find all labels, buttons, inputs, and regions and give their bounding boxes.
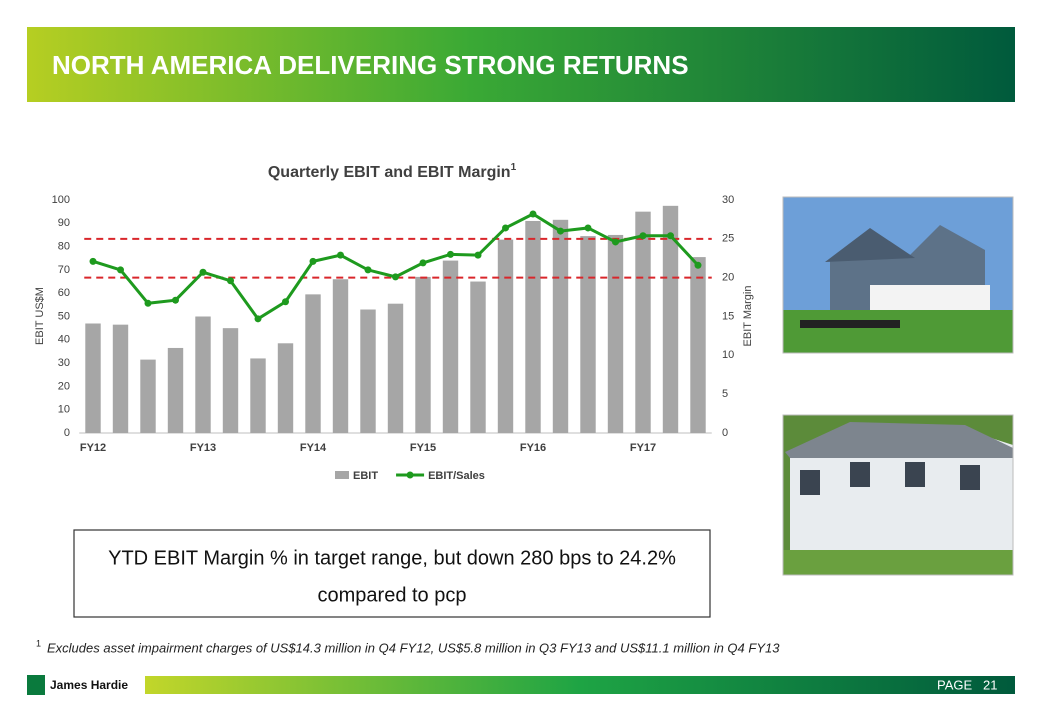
line-point [392,273,399,281]
legend-swatch [335,471,349,479]
callout-line: compared to pcp [318,584,467,606]
bar [305,294,321,433]
y2-tick-label: 0 [722,427,728,439]
footnote-marker: 1 [36,638,41,648]
y-tick-label: 0 [64,427,70,439]
bar [442,260,459,433]
page-label: PAGE [937,677,972,692]
line-point [694,261,702,269]
line-point [254,315,262,323]
bar [635,211,651,433]
bar [607,234,624,433]
footer-bar [145,676,1015,694]
y2-axis-label: EBIT Margin [742,286,754,347]
line-point [584,224,592,232]
header-banner [27,27,1015,102]
bar [580,236,596,433]
y-tick-label: 50 [58,310,70,322]
line-point [282,298,289,306]
x-tick-label: FY16 [520,442,546,454]
y2-tick-label: 15 [722,310,734,322]
bar [387,303,404,433]
logo-mark [27,675,45,695]
bar [332,279,349,433]
y-tick-label: 90 [58,217,70,229]
y-tick-label: 70 [58,264,70,276]
bar [140,359,156,433]
chart: 0 10 20 30 40 50 60 70 80 90 100 0 5 10 15 20 25 30 FY12 FY… [52,194,735,482]
line [92,212,700,321]
y-tick-label: 60 [58,287,70,299]
bar [167,347,184,433]
bar [662,205,679,433]
photo-bottom [782,414,1014,576]
y-tick-label: 30 [58,357,70,369]
x-tick-label: FY12 [80,442,106,454]
bar [497,239,514,433]
bar [360,309,376,433]
chart-title: Quarterly EBIT and EBIT Margin1 [268,162,517,182]
bar [552,219,569,433]
bar [470,281,486,433]
bar [195,316,211,433]
legend-label: EBIT [353,470,378,482]
chart-title-superscript: 1 [511,162,517,173]
x-tick-label: FY13 [190,442,216,454]
bar [277,343,294,433]
footnote-text: Excludes asset impairment charges of US$… [47,640,780,655]
line-point [117,266,124,274]
line-point [364,266,372,274]
photo-top [782,196,1014,354]
bar [112,324,129,433]
line-point [474,251,482,259]
y2-tick-label: 30 [722,194,734,206]
y-tick-label: 20 [58,380,70,392]
bar [690,257,706,433]
line-point [172,296,179,304]
line-point [199,268,207,276]
line-point [447,250,454,258]
line-point [639,232,647,240]
y2-tick-label: 20 [722,272,734,284]
line-point [667,232,674,240]
line-point [529,210,537,218]
bar [250,358,266,433]
line-point [337,251,344,259]
bar [525,220,541,433]
y-tick-label: 100 [52,194,70,206]
line-point [502,224,509,232]
bar [85,323,101,433]
brand: James Hardie [50,678,128,692]
y2-tick-label: 25 [722,233,734,245]
chart-title-text: Quarterly EBIT and EBIT Margin [268,164,511,181]
y2-tick-label: 5 [722,388,728,400]
legend-label: EBIT/Sales [428,470,485,482]
y-axis-label: EBIT US$M [34,287,46,345]
line-point [309,257,317,265]
y2-tick-label: 10 [722,349,734,361]
line-point [227,277,234,285]
bar [222,328,239,433]
page-number: 21 [983,677,997,692]
y-tick-label: 40 [58,334,70,346]
callout-line: YTD EBIT Margin % in target range, but d… [108,547,676,569]
x-tick-label: FY14 [300,442,327,454]
x-tick-label: FY15 [410,442,436,454]
bar [415,276,431,433]
y-tick-label: 10 [58,404,70,416]
x-tick-label: FY17 [630,442,656,454]
callout-box [73,529,711,618]
legend-swatch [406,471,414,479]
slide-title: NORTH AMERICA DELIVERING STRONG RETURNS [52,50,689,80]
line-point [557,227,564,235]
line-point [419,259,427,267]
line-point [144,299,152,307]
line-point [612,238,619,246]
line-point [89,257,97,265]
y-tick-label: 80 [58,241,70,253]
